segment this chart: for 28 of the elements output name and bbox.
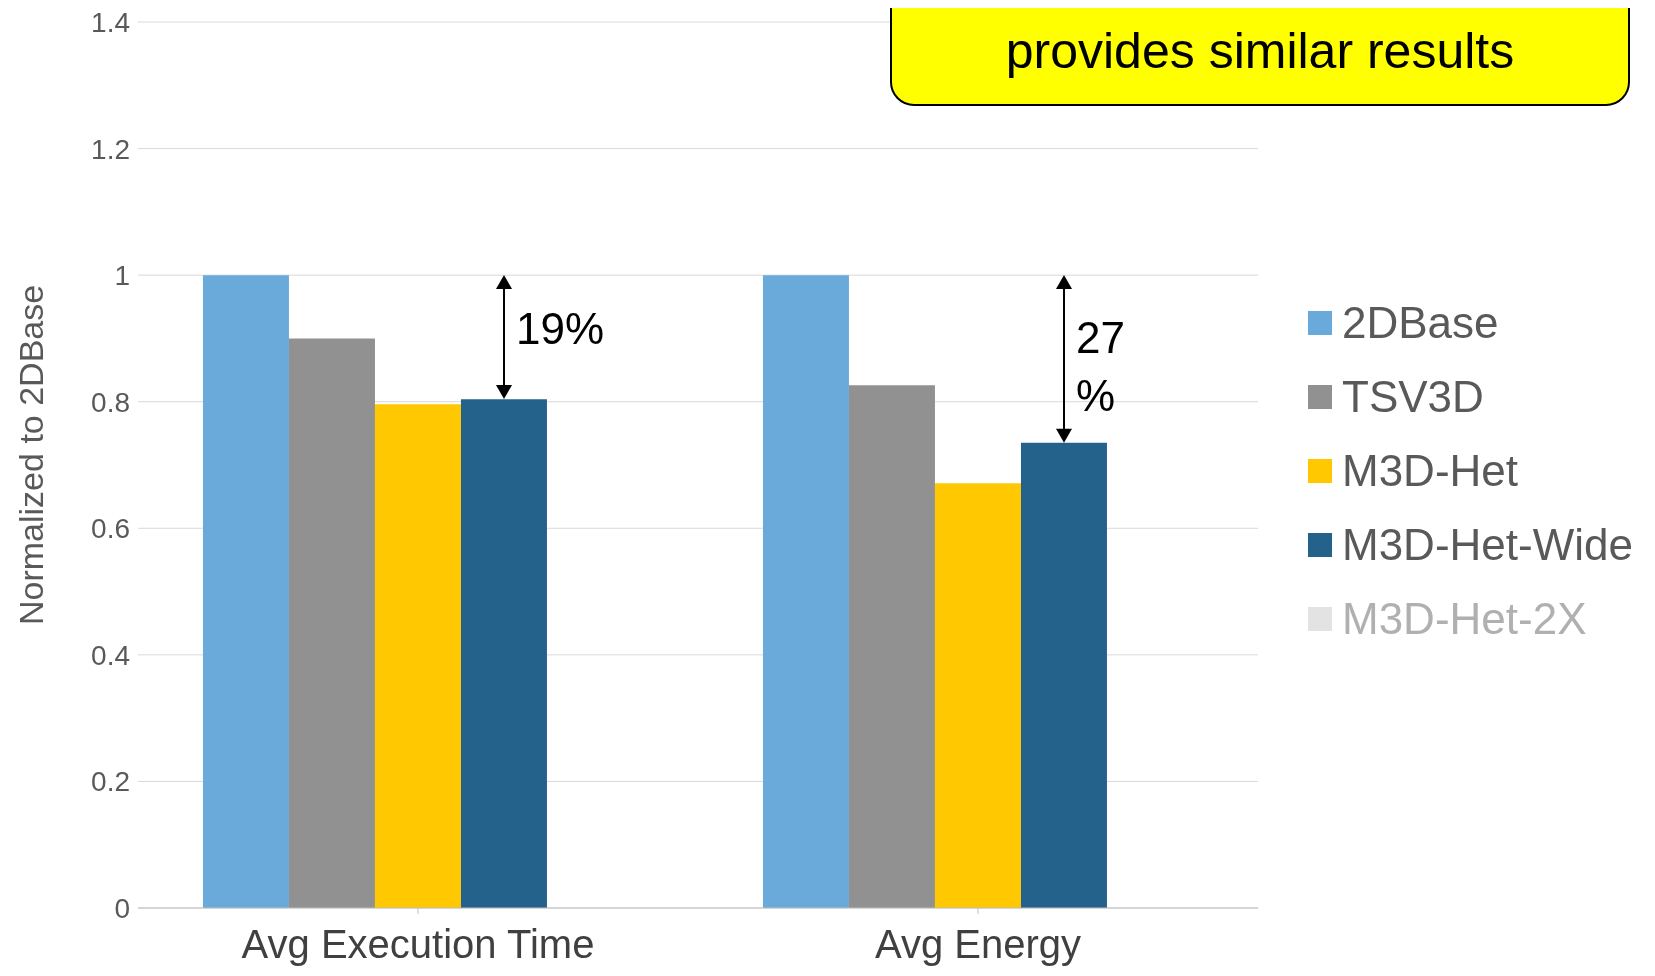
bar	[374, 404, 461, 908]
y-tick-label: 0	[114, 892, 130, 924]
y-tick-label: 1.2	[91, 133, 130, 165]
legend-label: M3D-Het-2X	[1342, 594, 1587, 644]
y-tick-label: 1	[114, 260, 130, 292]
bar	[460, 399, 547, 908]
y-tick-label: 0.4	[91, 639, 130, 671]
x-tick-label: Avg Execution Time	[241, 922, 595, 967]
y-tick-label: 1.4	[91, 6, 130, 38]
legend-label: 2DBase	[1342, 298, 1499, 348]
annotation: 19%	[516, 302, 606, 355]
annotation: provides similar results	[1005, 22, 1515, 80]
bar	[848, 385, 935, 908]
bar	[202, 275, 289, 908]
y-tick-label: 0.2	[91, 766, 130, 798]
x-tick-label: Avg Energy	[874, 922, 1082, 967]
y-axis-title: Normalized to 2DBase	[12, 284, 51, 625]
bar	[934, 483, 1021, 908]
legend-label: TSV3D	[1342, 372, 1484, 422]
legend-label: M3D-Het-Wide	[1342, 520, 1633, 570]
legend-label: M3D-Het	[1342, 446, 1519, 496]
annotation: 27%	[1076, 311, 1126, 422]
y-tick-label: 0.6	[91, 513, 130, 545]
callout-box: provides similar results	[890, 8, 1630, 106]
y-tick-label: 0.8	[91, 386, 130, 418]
bar	[762, 275, 849, 908]
bar	[288, 338, 375, 908]
bar	[1020, 442, 1107, 908]
